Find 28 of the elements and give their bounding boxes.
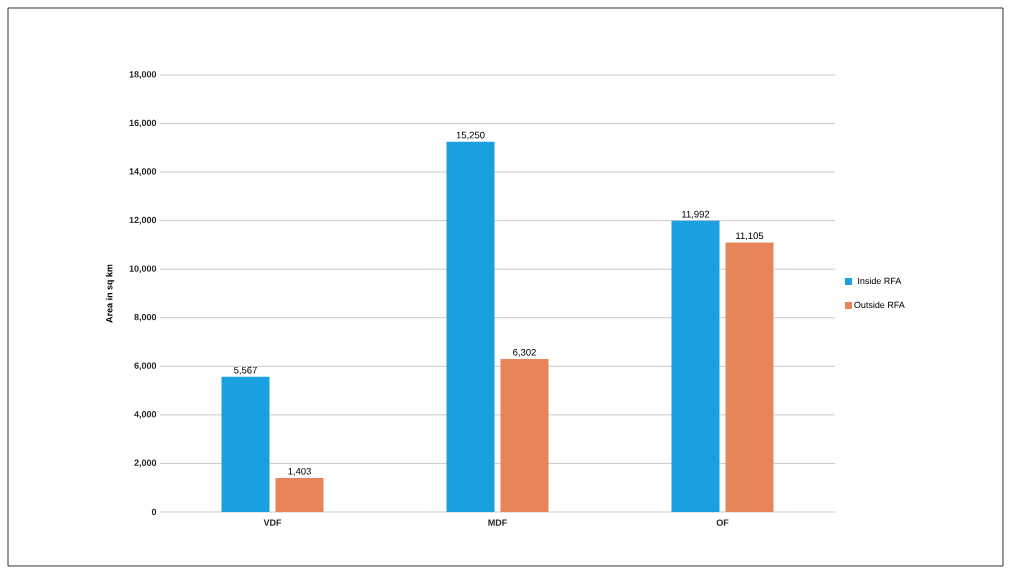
y-tick-label: 18,000: [129, 71, 157, 79]
y-tick-label: 2,000: [134, 459, 157, 468]
x-tick-label: VDF: [263, 519, 282, 526]
bar: [275, 477, 324, 512]
y-tick-label: 8,000: [134, 313, 157, 322]
y-tick-label: 16,000: [129, 119, 157, 128]
bar: [446, 141, 495, 512]
bar: [500, 358, 549, 512]
legend-label: Inside RFA: [858, 277, 902, 285]
y-tick-label: 10,000: [129, 265, 157, 274]
data-label: 15,250: [456, 131, 485, 140]
data-label: 1,403: [288, 467, 311, 476]
y-tick-label: 6,000: [134, 362, 157, 371]
bar: [221, 376, 270, 512]
bar: [725, 242, 774, 512]
data-label: 11,992: [682, 210, 710, 219]
legend-label: Outside RFA: [854, 301, 905, 309]
y-tick-label: 14,000: [129, 168, 157, 176]
x-tick-label: MDF: [488, 519, 507, 526]
bar: [671, 220, 720, 512]
data-label: 5,567: [234, 366, 257, 375]
y-tick-label: 12,000: [129, 216, 157, 225]
x-tick-label: OF: [716, 519, 729, 526]
y-tick-label: 4,000: [134, 411, 157, 419]
data-label: 11,105: [736, 232, 764, 241]
y-axis-title: Area in sq km: [105, 264, 115, 323]
y-tick-label: 0: [151, 508, 157, 516]
data-label: 6,302: [513, 348, 536, 357]
